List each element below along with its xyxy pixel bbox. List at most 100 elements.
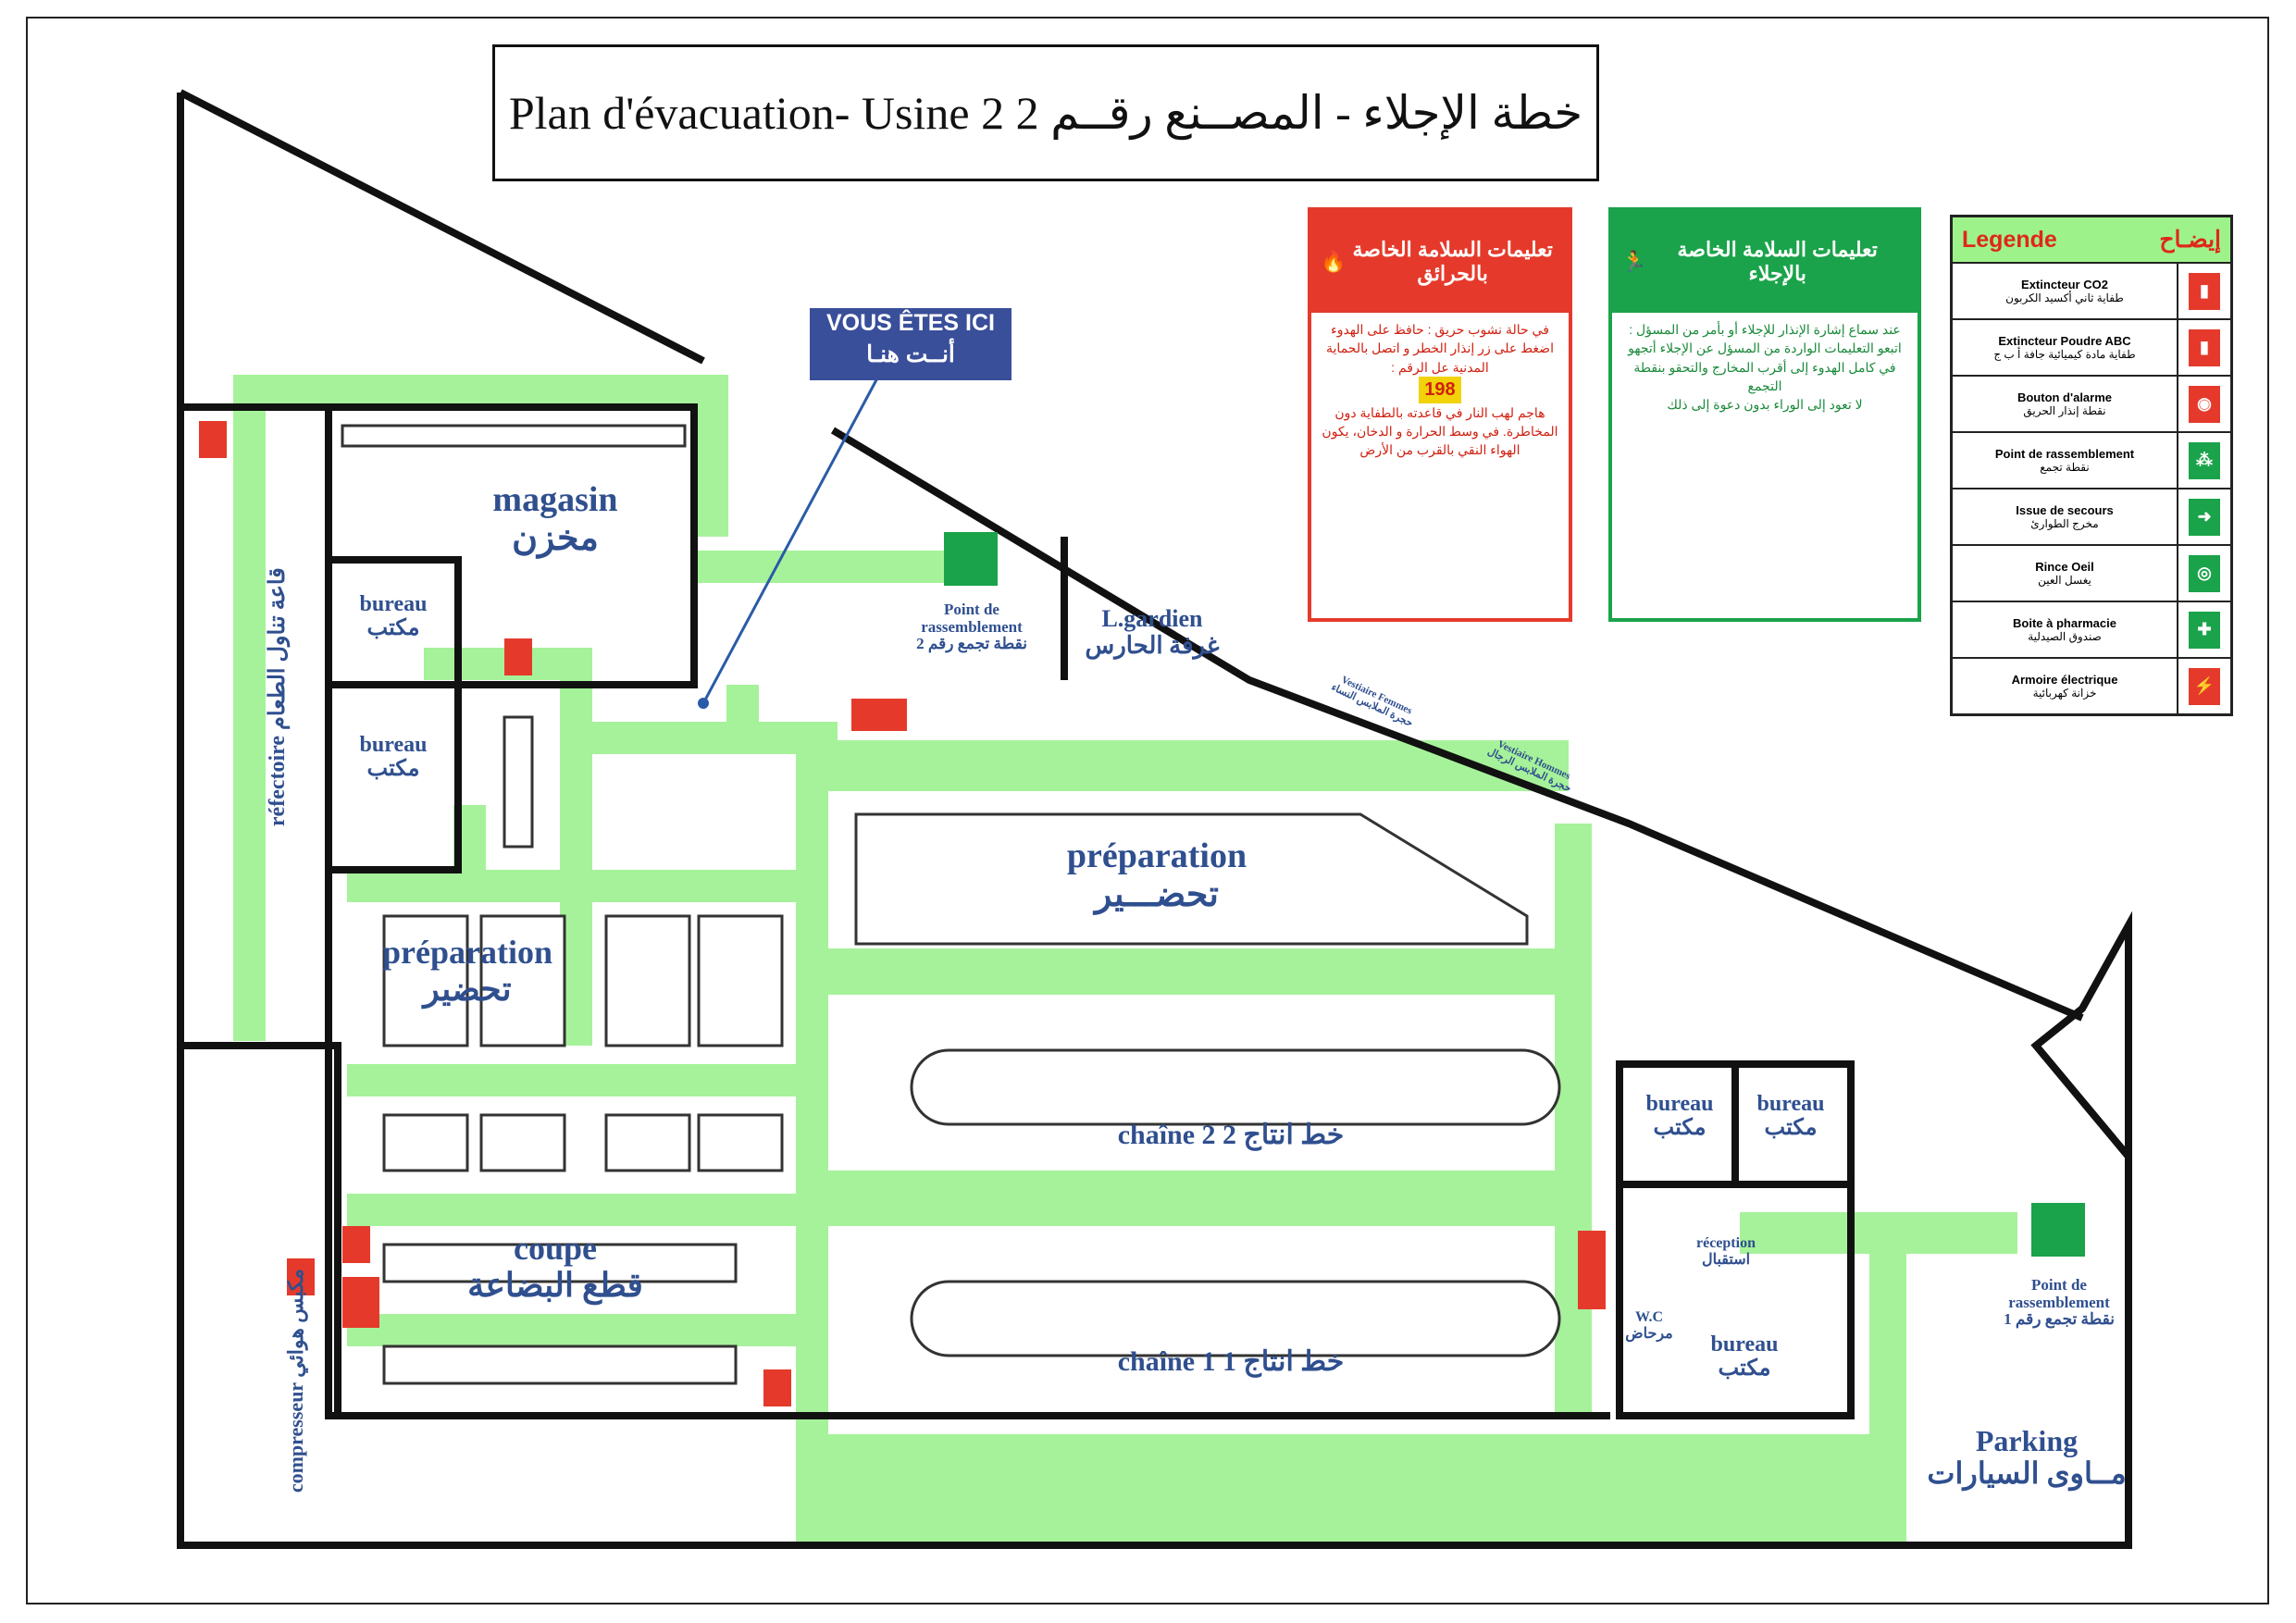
legend-row: Extincteur Poudre ABC طفاية مادة كيميائية… (1953, 320, 2230, 377)
abc-extinguisher-icon (1578, 1231, 1606, 1309)
fire-panel-line-2: اضغط على زر إنذار الخطر و اتصل بالحماية … (1326, 341, 1554, 375)
route-segment (696, 551, 969, 583)
assembly-point-label-1: Point de rassemblement نقطة تجمع رقم 1 (2004, 1276, 2115, 1329)
route-segment (233, 375, 266, 1041)
evac-panel-line-1: عند سماع إشارة الإنذار للإجلاء أو بأمر م… (1629, 322, 1901, 337)
table-block (479, 1113, 566, 1172)
electrical-cabinet-icon (342, 1277, 379, 1328)
assembly-point-icon (2031, 1203, 2085, 1257)
coupe-wall (325, 1042, 341, 1419)
legend-row: Extincteur CO2 طفاية ثاني أكسيد الكربون ▮ (1953, 264, 2230, 320)
page-title: Plan d'évacuation- Usine 2 خطة الإجلاء -… (492, 44, 1599, 181)
prep-bench (503, 715, 534, 849)
legend-row: Bouton d'alarme نقطة إنذار الحريق ◉ (1953, 377, 2230, 433)
outer-wall (177, 93, 2132, 1549)
legend-row: Boite à pharmacie صندوق الصيدلية ✚ (1953, 602, 2230, 659)
route-segment (828, 740, 1569, 791)
assembly-point-label-2: Point de rassemblement نقطة تجمع رقم 2 (916, 601, 1027, 653)
legend-title-fr: Legende (1962, 226, 2057, 253)
bureau1-walls (325, 556, 462, 688)
evacuation-safety-panel: 🏃 تعليمات السلامة الخاصة بالإجلاء عند سم… (1608, 207, 1921, 622)
emergency-exit-icon: 🏃 (1621, 250, 1647, 273)
fire-equipment (199, 421, 1606, 1406)
eye-wash-icon: ◎ (2189, 554, 2220, 592)
route-segment (347, 1064, 810, 1096)
route-segment (1555, 824, 1592, 1416)
evac-panel-line-3: لا تعود إلى الوراء بدون دعوة إلى ذلك (1667, 397, 1863, 413)
table-block (697, 914, 784, 1047)
route-segment (347, 1194, 810, 1226)
room-chaine-1: chaîne 1 خط انتاج 1 (1117, 1346, 1345, 1377)
fire-panel-header: تعليمات السلامة الخاصة بالحرائق (1352, 238, 1553, 285)
fire-safety-panel: 🔥 تعليمات السلامة الخاصة بالحرائق في حال… (1308, 207, 1572, 622)
table-block (382, 914, 469, 1047)
abc-extinguisher-icon (287, 1258, 315, 1295)
co2-extinguisher-icon (342, 1226, 370, 1263)
table-block (382, 1344, 738, 1385)
fire-panel-line-1: في حالة نشوب حريق : حافظ على الهدوء (1331, 322, 1549, 337)
abc-extinguisher-icon: ▮ (2189, 328, 2220, 366)
you-are-here-dot (698, 698, 709, 709)
legend-title-ar: إيضـاح (2159, 227, 2221, 253)
route-segment (726, 685, 759, 740)
first-aid-icon: ✚ (2189, 611, 2220, 649)
route-segment (347, 870, 805, 902)
abc-extinguisher-icon (199, 421, 227, 458)
alarm-button-icon: ◉ (2189, 385, 2220, 423)
route-segment (828, 1171, 1578, 1226)
legend-row: Issue de secours مخرج الطوارئ ➜ (1953, 489, 2230, 546)
table-block (479, 914, 566, 1047)
table-block (604, 914, 691, 1047)
room-reception: réception استقبال (1696, 1235, 1756, 1268)
table-block (697, 1113, 784, 1172)
room-bureau-1: bureau مكتب (359, 592, 428, 641)
room-magasin: magasin مخزن (492, 480, 618, 558)
assembly-point-icon: ⁂ (2189, 441, 2220, 479)
room-bureau-3: bureau مكتب (1645, 1092, 1714, 1141)
route-segment (1740, 1212, 2017, 1254)
abc-extinguisher-icon (763, 1369, 791, 1406)
fire-panel-number: 198 (1419, 376, 1461, 403)
evacuation-routes (233, 375, 2017, 1545)
you-are-here-pointer (701, 374, 881, 704)
route-segment (1869, 1212, 1906, 1545)
magasin-walls (325, 403, 698, 688)
evac-panel-header: تعليمات السلامة الخاصة بالإجلاء (1677, 238, 1878, 285)
route-segment (696, 375, 728, 537)
room-compresseur: compresseur مكبس هوائي (283, 1269, 307, 1493)
emergency-exit-icon: ➜ (2189, 498, 2220, 536)
legend-row: Rince Oeil يغسل العين ◎ (1953, 546, 2230, 602)
room-chaine-2: chaîne 2 خط انتاج 2 (1117, 1120, 1345, 1150)
room-preparation-left: préparation تحضير (382, 934, 552, 1008)
fire-panel-line-3: هاجم لهب النار في قاعدته بالطفاية دون ال… (1322, 404, 1558, 458)
you-are-here-marker: VOUS ÊTES ICI أنــت هنـا (810, 308, 1011, 380)
room-wc: W.C مرحاض (1625, 1309, 1673, 1342)
room-coupe: coupe قطع البضاعة (467, 1230, 643, 1304)
legend-row: Armoire électrique خزانة كهربائية ⚡ (1953, 659, 2230, 713)
legend: Legende إيضـاح Extincteur CO2 طفاية ثاني … (1950, 215, 2233, 716)
assembly-point-icon (944, 532, 998, 586)
alarm-button-icon (851, 699, 907, 731)
prep-table (854, 812, 1529, 946)
route-segment (424, 648, 563, 680)
route-segment (796, 731, 828, 1545)
chaine2-line (910, 1048, 1561, 1126)
page-frame (26, 17, 2269, 1604)
electrical-cabinet-icon: ⚡ (2189, 667, 2220, 705)
wall-diagonal-top (179, 89, 705, 365)
room-gardien: L.gardien غرفة الحارس (1085, 605, 1220, 659)
fire-icon: 🔥 (1321, 250, 1347, 273)
walls (177, 89, 2132, 1549)
co2-extinguisher-icon: ▮ (2189, 272, 2220, 310)
evac-panel-line-2: اتبعو التعليمات الواردة من المسؤل عن الإ… (1628, 341, 1902, 393)
work-tables (382, 914, 784, 1385)
assembly-point-icons (944, 532, 2085, 1257)
room-preparation-main: préparation تحضـــير (1066, 836, 1247, 914)
route-segment (828, 948, 1578, 995)
route-segment (233, 375, 724, 407)
table-block (382, 1243, 738, 1283)
abc-extinguisher-icon (504, 638, 532, 675)
table-block (604, 1113, 691, 1172)
legend-row: Point de rassemblement نقطة تجمع ⁂ (1953, 433, 2230, 489)
